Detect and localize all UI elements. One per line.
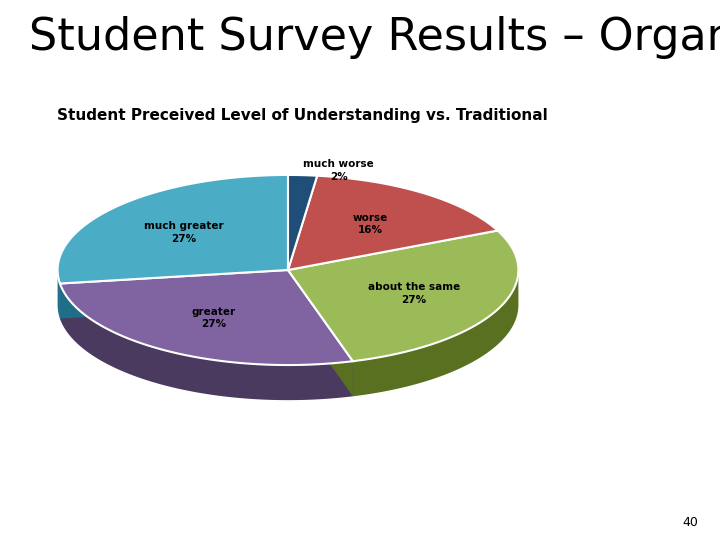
Text: greater
27%: greater 27% bbox=[192, 307, 235, 329]
Polygon shape bbox=[288, 176, 498, 270]
Polygon shape bbox=[60, 270, 288, 319]
Polygon shape bbox=[288, 270, 353, 396]
Polygon shape bbox=[288, 231, 518, 361]
Text: much worse
2%: much worse 2% bbox=[303, 159, 374, 181]
Polygon shape bbox=[60, 270, 288, 319]
Polygon shape bbox=[288, 270, 353, 396]
Text: worse
16%: worse 16% bbox=[352, 213, 387, 235]
Text: much greater
27%: much greater 27% bbox=[144, 221, 223, 244]
Polygon shape bbox=[288, 175, 318, 270]
Polygon shape bbox=[60, 270, 353, 365]
Polygon shape bbox=[58, 271, 60, 319]
Polygon shape bbox=[60, 284, 353, 400]
Text: Student Preceived Level of Understanding vs. Traditional: Student Preceived Level of Understanding… bbox=[57, 108, 548, 123]
Polygon shape bbox=[58, 175, 288, 284]
Text: about the same
27%: about the same 27% bbox=[368, 282, 460, 305]
Text: Student Survey Results – Organic I: Student Survey Results – Organic I bbox=[29, 16, 720, 59]
Text: 40: 40 bbox=[683, 516, 698, 529]
Polygon shape bbox=[353, 270, 518, 396]
